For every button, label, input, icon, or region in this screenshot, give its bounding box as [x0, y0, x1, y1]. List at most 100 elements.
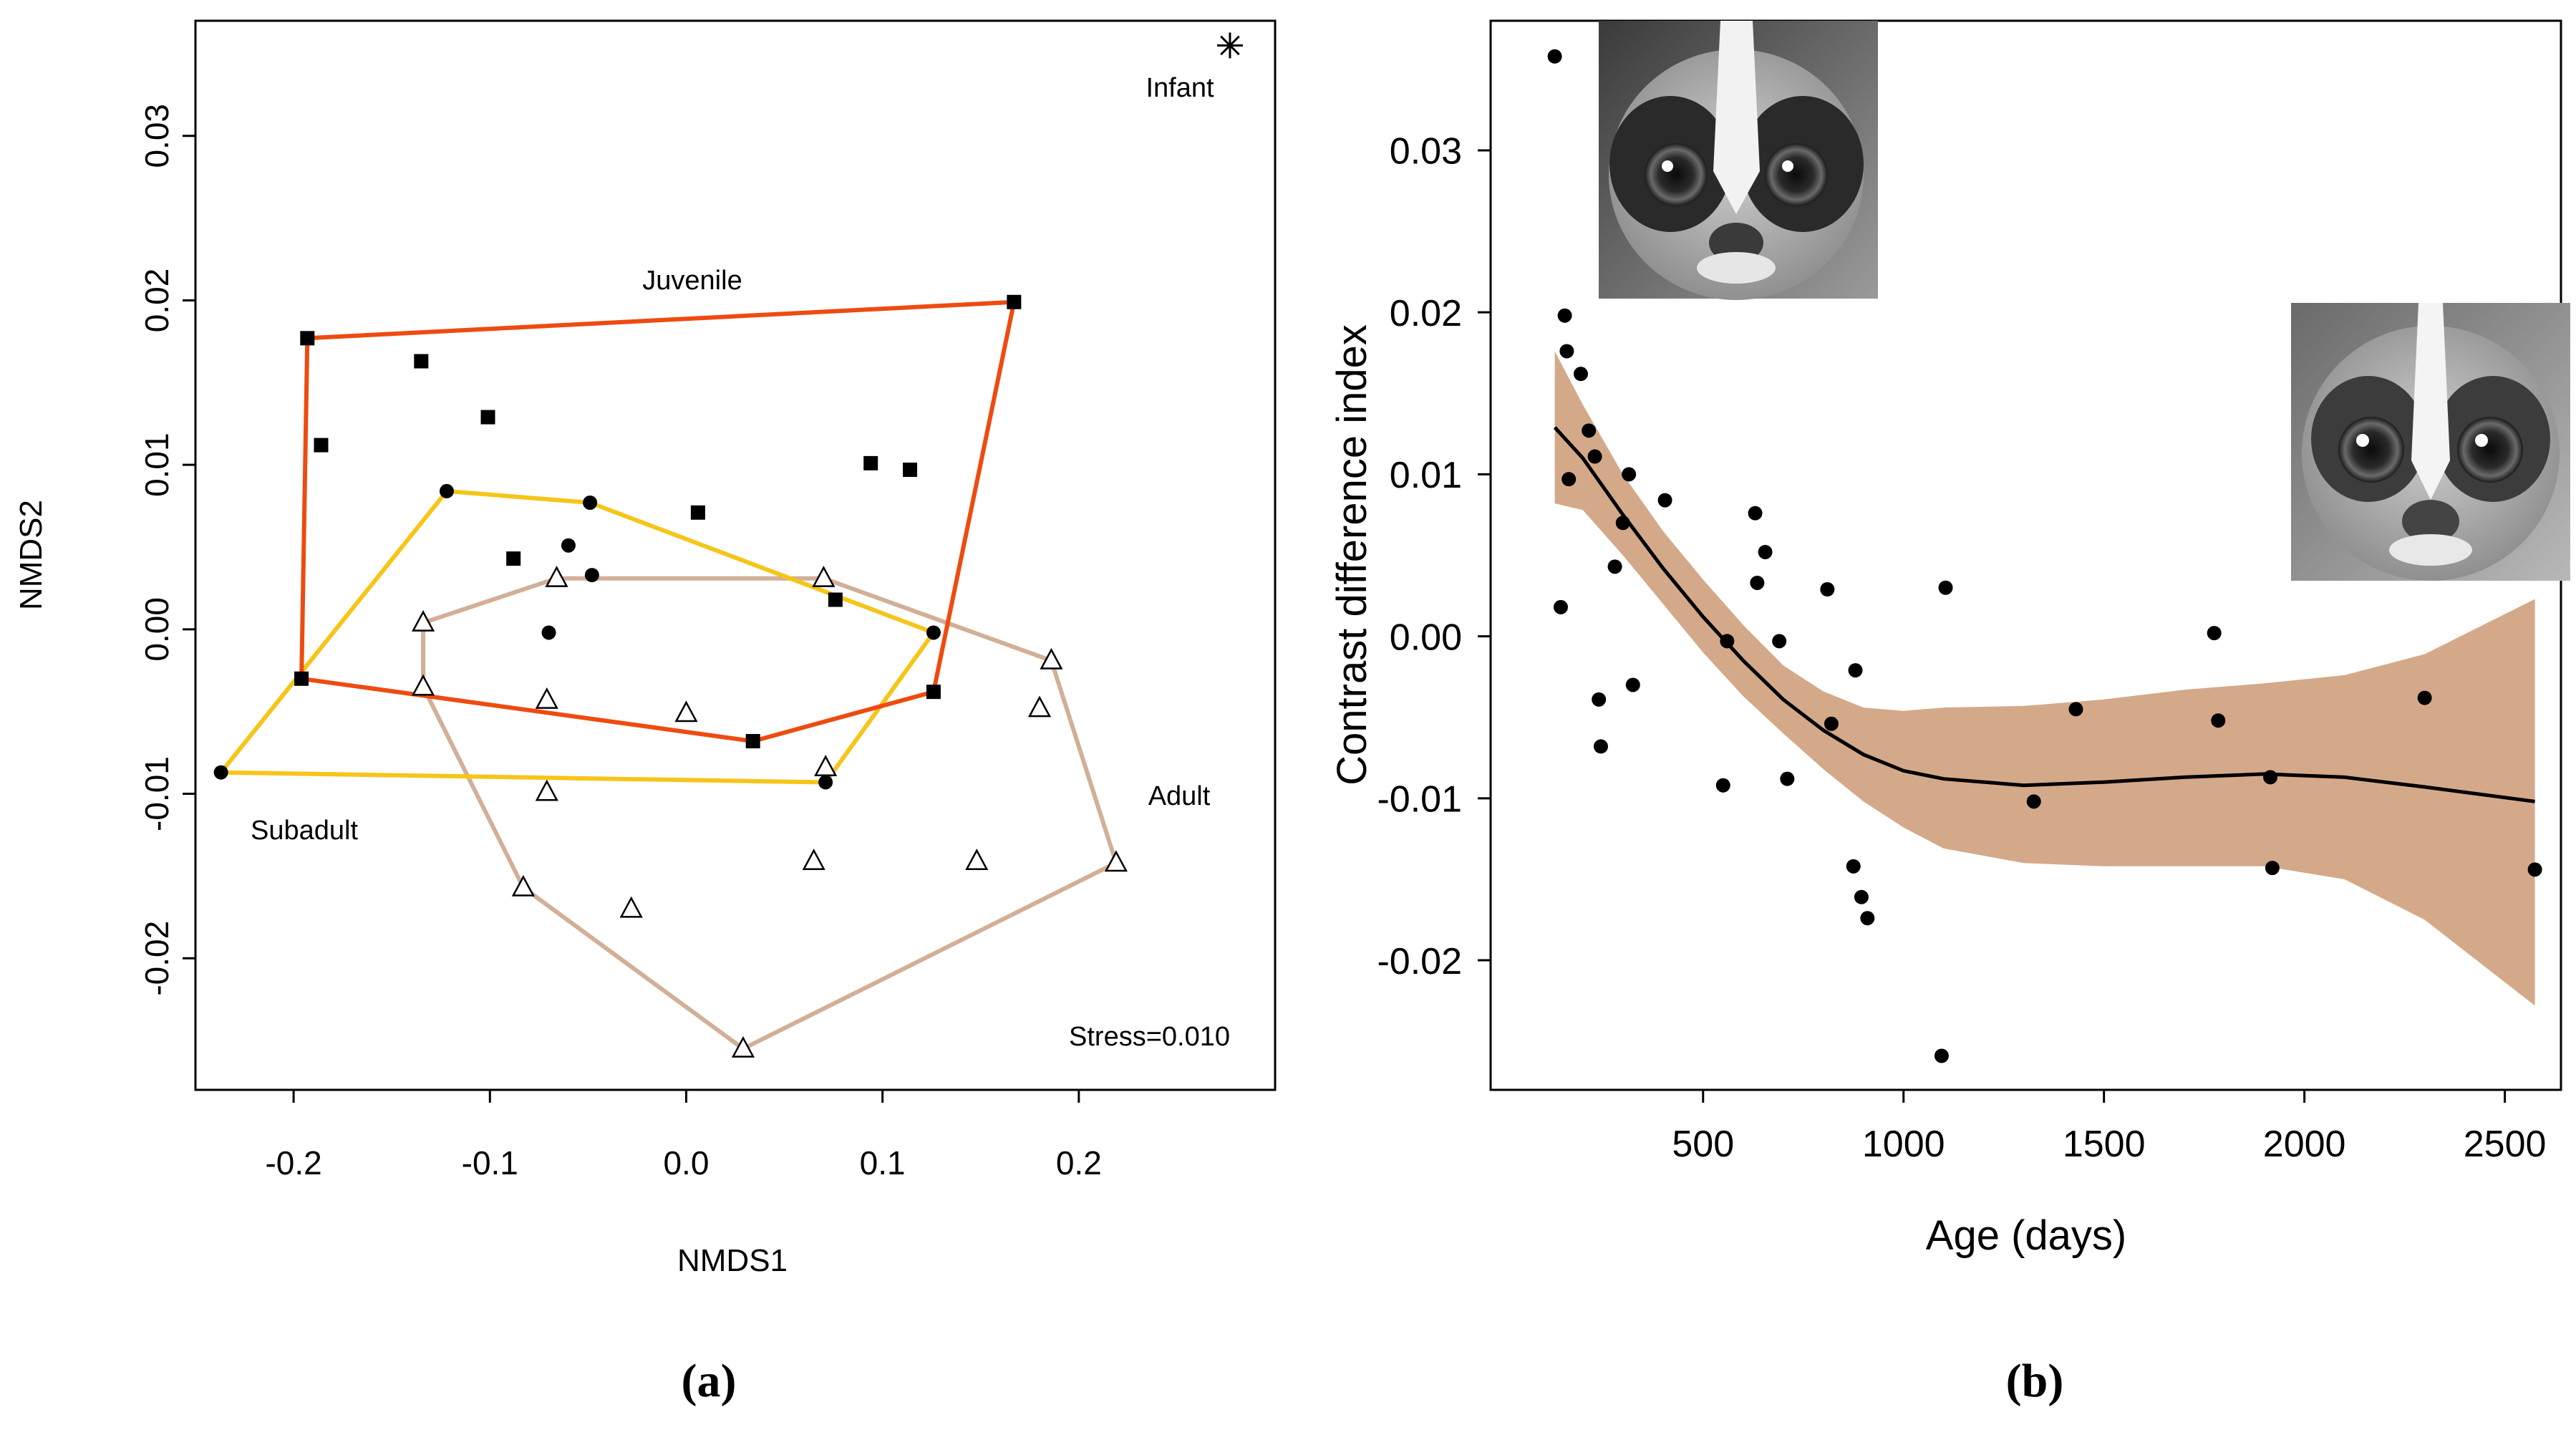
circle-marker	[561, 538, 576, 553]
data-point	[2265, 861, 2280, 876]
data-point	[1934, 1048, 1949, 1063]
x-tick-label: 1000	[1862, 1124, 1945, 1165]
circle-marker	[584, 568, 599, 583]
axes-layer: 500 1000 1500 2000 2500 -0.02 -0.01 0.00 0.01 0.0…	[1377, 131, 2546, 1165]
x-tick-label: 1500	[2063, 1124, 2146, 1165]
group-label-juvenile: Juvenile	[642, 266, 742, 296]
nmds-panel: -0.2 -0.1 0.0 0.1 0.2 -0.02 -0.01 0.00 0.01 0.02 0…	[14, 19, 1277, 1407]
data-point	[1854, 889, 1869, 904]
square-marker	[745, 734, 760, 749]
square-marker	[414, 354, 429, 369]
data-point	[1715, 778, 1730, 793]
square-marker	[926, 685, 941, 700]
age-panel: 500 1000 1500 2000 2500 -0.02 -0.01 0.00 0.01 0.0…	[1329, 19, 2570, 1407]
triangle-marker	[535, 687, 558, 709]
y-tick-label: -0.02	[1377, 941, 1462, 982]
y-axis-title: NMDS2	[14, 500, 49, 610]
points-layer	[1547, 49, 2542, 1063]
infant-loris-photo	[1599, 21, 1878, 300]
axes-layer: -0.2 -0.1 0.0 0.1 0.2 -0.02 -0.01 0.00 0.01 0.02 0…	[138, 104, 1102, 1182]
data-point	[1846, 859, 1861, 874]
data-point	[1772, 634, 1787, 649]
circle-marker	[439, 483, 454, 498]
hull-adult	[421, 576, 1118, 1051]
data-point	[2263, 770, 2278, 785]
y-tick-label: 0.00	[1390, 617, 1462, 658]
data-point	[2026, 794, 2041, 809]
data-point	[1615, 516, 1630, 531]
asterisk-marker	[1216, 32, 1243, 59]
square-marker	[1007, 294, 1022, 309]
triangle-marker	[802, 849, 825, 870]
group-label-adult: Adult	[1148, 781, 1211, 811]
square-marker	[828, 592, 843, 607]
data-point	[1820, 582, 1835, 597]
triangle-marker	[511, 874, 535, 897]
data-point	[1758, 544, 1773, 559]
circle-marker	[213, 765, 228, 780]
data-point	[1824, 716, 1839, 731]
data-point	[1748, 506, 1763, 521]
data-point	[1593, 739, 1608, 754]
points-layer	[213, 32, 1243, 1058]
data-point	[2068, 702, 2083, 717]
x-tick-label: 2000	[2263, 1124, 2346, 1165]
x-tick-label: -0.1	[462, 1144, 518, 1182]
data-point	[1938, 580, 1953, 595]
data-point	[2527, 862, 2542, 877]
circle-marker	[583, 495, 598, 510]
panel-label-b: (b)	[2006, 1355, 2064, 1407]
triangle-marker	[545, 566, 568, 587]
x-tick-label: 0.2	[1056, 1144, 1102, 1182]
data-point	[2211, 713, 2226, 728]
hull-juvenile	[299, 299, 1017, 744]
triangle-marker	[411, 674, 435, 696]
x-tick-label: 0.0	[663, 1144, 709, 1182]
data-point	[1780, 771, 1795, 786]
hull-subadult	[218, 488, 936, 785]
y-tick-label: 0.02	[1390, 293, 1462, 334]
data-point	[1557, 308, 1572, 323]
smooth-fit-line	[1553, 426, 2535, 803]
data-point	[1582, 423, 1597, 438]
y-tick-label: -0.01	[1377, 779, 1462, 821]
y-tick-label: 0.01	[1390, 455, 1462, 496]
circle-marker	[818, 775, 833, 790]
data-point	[1553, 599, 1568, 614]
x-tick-label: -0.2	[265, 1144, 321, 1182]
x-tick-label: 0.1	[860, 1144, 906, 1182]
confidence-band	[1554, 351, 2535, 1006]
y-axis-title: Contrast difference index	[1329, 324, 1375, 786]
data-point	[1622, 467, 1637, 482]
data-point	[1750, 575, 1765, 590]
data-point	[2417, 690, 2432, 705]
data-point	[1573, 367, 1588, 382]
data-point	[1625, 677, 1640, 692]
stress-label: Stress=0.010	[1069, 1022, 1230, 1052]
square-marker	[300, 331, 315, 346]
triangle-marker	[814, 755, 838, 777]
circle-marker	[926, 625, 941, 640]
triangle-marker	[1040, 647, 1063, 670]
triangle-marker	[1027, 695, 1052, 718]
y-tick-label: 0.00	[138, 597, 175, 662]
data-point	[1657, 493, 1672, 508]
y-tick-label: -0.01	[138, 756, 175, 831]
adult-loris-photo	[2291, 303, 2570, 581]
square-marker	[863, 455, 878, 470]
group-label-subadult: Subadult	[251, 816, 358, 846]
data-point	[1607, 559, 1622, 574]
y-tick-label: 0.03	[138, 104, 175, 168]
plot-frame	[194, 19, 1277, 1091]
triangle-marker	[965, 849, 989, 870]
data-point	[1592, 692, 1607, 707]
square-marker	[480, 410, 495, 425]
group-label-infant: Infant	[1146, 73, 1214, 103]
data-point	[1587, 449, 1602, 464]
triangle-marker	[731, 1035, 755, 1058]
x-tick-label: 2500	[2464, 1124, 2547, 1165]
x-axis-title: Age (days)	[1926, 1212, 2126, 1259]
circle-marker	[541, 625, 556, 640]
data-point	[1559, 344, 1574, 359]
data-point	[1720, 634, 1735, 649]
